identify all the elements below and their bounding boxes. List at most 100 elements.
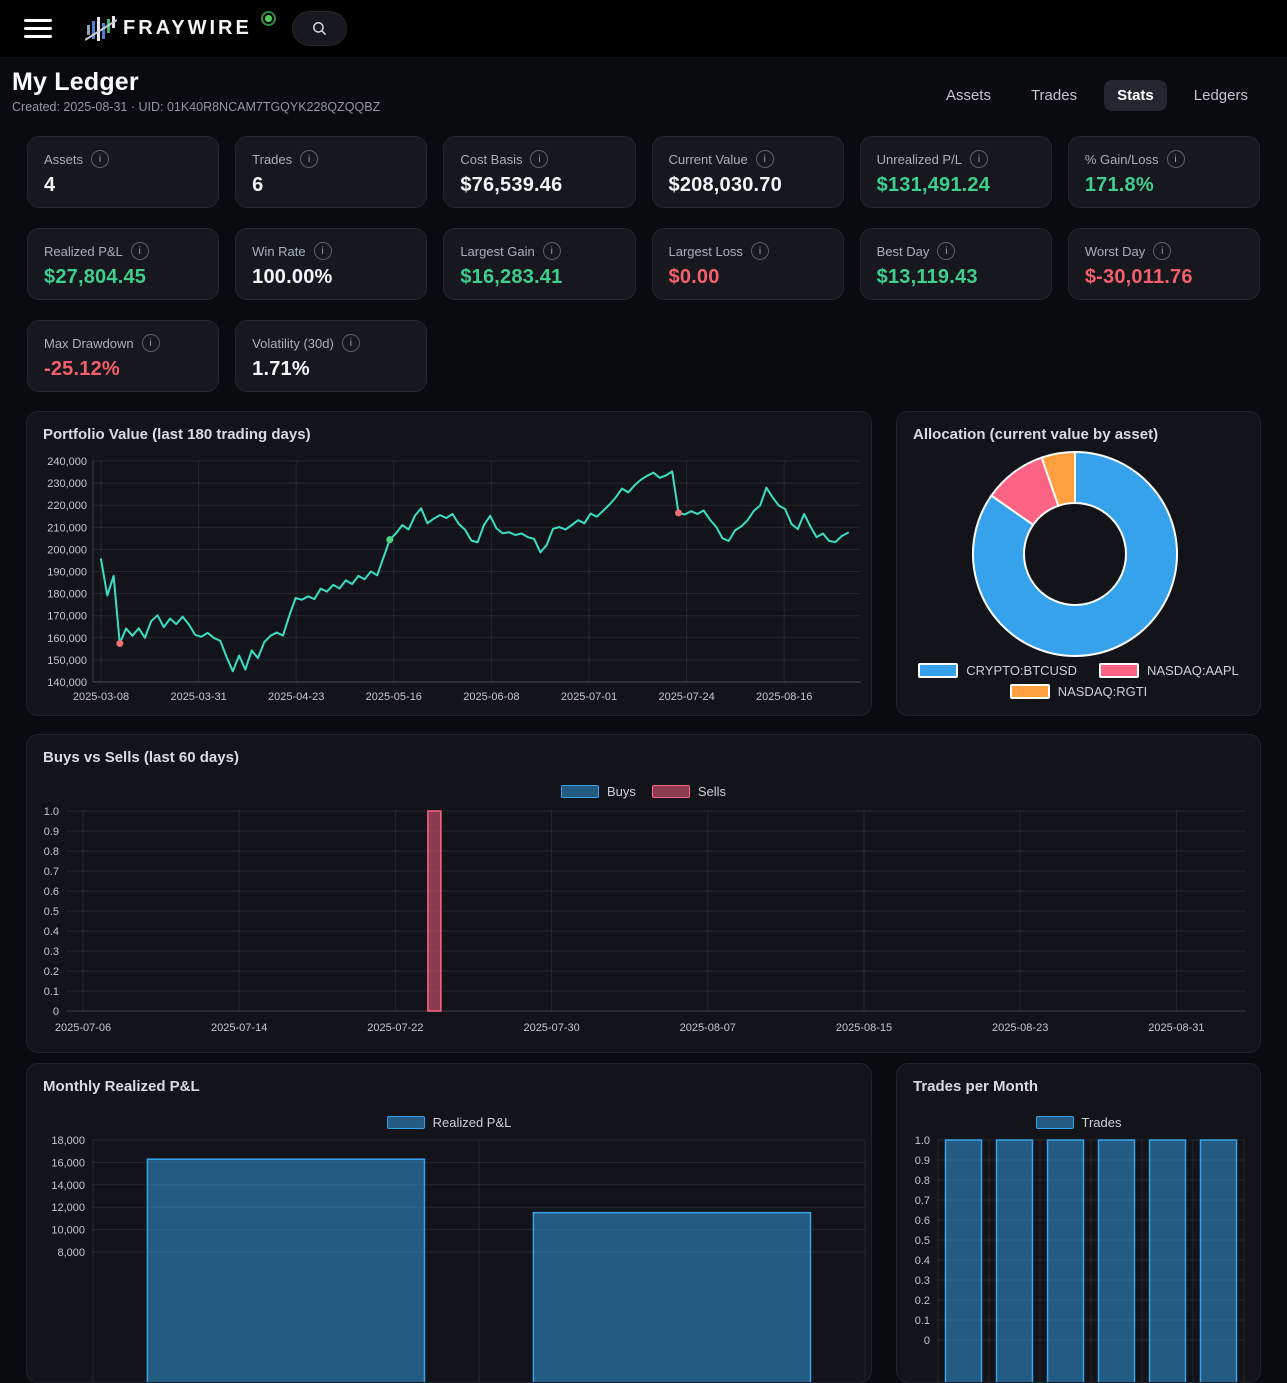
trades-per-month-chart[interactable]: 1.0 0.9 0.8 0.7 0.6 0.5 0.4 0.3 0.2 0.1 0 bbox=[897, 1064, 1261, 1383]
info-icon[interactable]: i bbox=[969, 150, 988, 168]
svg-text:2025-08-31: 2025-08-31 bbox=[1148, 1022, 1204, 1034]
svg-text:8,000: 8,000 bbox=[57, 1247, 85, 1259]
stat-card-max-drawdown: Max Drawdown i -25.12% bbox=[27, 320, 220, 392]
svg-text:0.8: 0.8 bbox=[915, 1175, 930, 1187]
search-icon bbox=[312, 22, 326, 36]
stat-label: Win Rate bbox=[252, 243, 306, 259]
charts-row-top: Portfolio Value (last 180 trading days) … bbox=[0, 411, 1287, 716]
svg-text:2025-07-14: 2025-07-14 bbox=[211, 1022, 267, 1034]
svg-text:0.2: 0.2 bbox=[44, 966, 59, 978]
stat-value: 171.8% bbox=[1084, 174, 1154, 196]
tab-trades[interactable]: Trades bbox=[1018, 80, 1090, 111]
brand-logo[interactable]: FRAYWIRE bbox=[85, 11, 276, 46]
legend-item-sells[interactable]: Sells bbox=[651, 784, 727, 799]
info-icon[interactable]: i bbox=[141, 334, 160, 352]
stat-value: $13,119.43 bbox=[876, 266, 978, 288]
tab-assets[interactable]: Assets bbox=[933, 80, 1004, 111]
legend-label: Trades bbox=[1081, 1115, 1122, 1130]
svg-text:0.4: 0.4 bbox=[915, 1255, 930, 1267]
legend-swatch bbox=[1099, 663, 1139, 678]
svg-text:220,000: 220,000 bbox=[47, 500, 87, 512]
legend-swatch bbox=[1035, 1116, 1074, 1129]
svg-text:0.9: 0.9 bbox=[44, 826, 59, 838]
stat-label: Volatility (30d) bbox=[252, 335, 334, 351]
legend-item-realized-p-l[interactable]: Realized P&L bbox=[386, 1115, 512, 1130]
svg-text:180,000: 180,000 bbox=[47, 589, 87, 601]
stat-card-best-day: Best Day i $13,119.43 bbox=[859, 228, 1052, 300]
legend-item-crypto-btcusd[interactable]: CRYPTO:BTCUSD bbox=[918, 663, 1077, 678]
allocation-legend: CRYPTO:BTCUSD NASDAQ:AAPL NASDAQ:RGTI bbox=[897, 663, 1260, 699]
info-icon[interactable]: i bbox=[300, 150, 319, 168]
svg-text:210,000: 210,000 bbox=[47, 522, 87, 534]
portfolio-value-chart[interactable]: 240,000 230,000 220,000 210,000 200,000 190,0… bbox=[27, 412, 872, 716]
search-button[interactable] bbox=[291, 11, 347, 46]
stat-value: $-30,011.76 bbox=[1084, 266, 1193, 288]
svg-text:160,000: 160,000 bbox=[47, 633, 87, 645]
stat-label: Assets bbox=[44, 151, 84, 167]
legend-label: Realized P&L bbox=[432, 1115, 512, 1130]
info-icon[interactable]: i bbox=[755, 150, 774, 168]
info-icon[interactable]: i bbox=[341, 334, 360, 352]
allocation-card: Allocation (current value by asset) CRYP… bbox=[896, 411, 1261, 716]
stat-label: Realized P&L bbox=[44, 243, 123, 259]
chart-title: Buys vs Sells (last 60 days) bbox=[43, 749, 239, 766]
legend-swatch bbox=[651, 785, 690, 798]
status-indicator-icon bbox=[260, 11, 276, 26]
svg-text:1.0: 1.0 bbox=[44, 806, 59, 818]
trades-per-month-card: Trades per Month Trades 1.0 0.9 0.8 0.7 0.6 0… bbox=[896, 1063, 1261, 1383]
buys-sells-legend: Buys Sells bbox=[27, 784, 1260, 799]
info-icon[interactable]: i bbox=[1153, 242, 1172, 260]
stat-value: 100.00% bbox=[252, 266, 333, 288]
tab-stats[interactable]: Stats bbox=[1104, 80, 1167, 111]
info-icon[interactable]: i bbox=[313, 242, 332, 260]
stat-label: Worst Day bbox=[1084, 243, 1146, 259]
stat-label: Current Value bbox=[668, 151, 748, 167]
page-title: My Ledger bbox=[12, 68, 139, 96]
svg-text:0.7: 0.7 bbox=[44, 866, 59, 878]
svg-text:2025-04-23: 2025-04-23 bbox=[268, 691, 324, 703]
svg-text:0.6: 0.6 bbox=[44, 886, 59, 898]
info-icon[interactable]: i bbox=[542, 242, 561, 260]
svg-text:190,000: 190,000 bbox=[47, 567, 87, 579]
info-icon[interactable]: i bbox=[130, 242, 149, 260]
stat-label: Max Drawdown bbox=[44, 335, 134, 351]
svg-text:2025-05-16: 2025-05-16 bbox=[366, 691, 422, 703]
legend-item-trades[interactable]: Trades bbox=[1035, 1115, 1122, 1130]
legend-item-nasdaq-aapl[interactable]: NASDAQ:AAPL bbox=[1099, 663, 1239, 678]
stat-value: 4 bbox=[44, 174, 56, 196]
allocation-donut-chart[interactable] bbox=[897, 412, 1261, 662]
brand-name: FRAYWIRE bbox=[123, 17, 252, 39]
stat-value: $27,804.45 bbox=[44, 266, 147, 288]
info-icon[interactable]: i bbox=[750, 242, 769, 260]
stat-card-unrealized-p-l: Unrealized P/L i $131,491.24 bbox=[859, 136, 1052, 208]
legend-label: Sells bbox=[697, 784, 727, 799]
stat-label: Trades bbox=[252, 151, 293, 167]
ledger-tabs: Assets Trades Stats Ledgers bbox=[933, 80, 1261, 111]
svg-text:0.8: 0.8 bbox=[44, 846, 59, 858]
tab-ledgers[interactable]: Ledgers bbox=[1181, 80, 1261, 111]
svg-text:0.4: 0.4 bbox=[44, 926, 59, 938]
stat-value: $76,539.46 bbox=[460, 174, 563, 196]
svg-text:0.3: 0.3 bbox=[44, 946, 59, 958]
info-icon[interactable]: i bbox=[937, 242, 956, 260]
info-icon[interactable]: i bbox=[1166, 150, 1185, 168]
stat-label: % Gain/Loss bbox=[1084, 151, 1159, 167]
trades-per-month-legend: Trades bbox=[897, 1115, 1260, 1130]
legend-label: NASDAQ:AAPL bbox=[1147, 663, 1239, 678]
svg-text:2025-06-08: 2025-06-08 bbox=[463, 691, 519, 703]
portfolio-value-card: Portfolio Value (last 180 trading days) … bbox=[26, 411, 872, 716]
stat-value: $131,491.24 bbox=[876, 174, 991, 196]
legend-item-nasdaq-rgti[interactable]: NASDAQ:RGTI bbox=[1009, 684, 1147, 699]
monthly-realized-pnl-chart[interactable]: 18,000 16,000 14,000 12,000 10,000 8,000 bbox=[27, 1064, 872, 1383]
charts-row-bottom: Monthly Realized P&L Realized P&L 18,000… bbox=[0, 1063, 1287, 1383]
stat-card-assets: Assets i 4 bbox=[27, 136, 220, 208]
info-icon[interactable]: i bbox=[530, 150, 549, 168]
svg-text:2025-08-16: 2025-08-16 bbox=[756, 691, 812, 703]
info-icon[interactable]: i bbox=[91, 150, 110, 168]
buys-vs-sells-chart[interactable]: 0 0.1 0.2 0.3 0.4 0.5 0.6 0.7 0.8 0.9 1.0 2025-07-0… bbox=[27, 735, 1261, 1053]
legend-swatch bbox=[386, 1116, 425, 1129]
legend-item-buys[interactable]: Buys bbox=[560, 784, 636, 799]
monthly-realized-pnl-card: Monthly Realized P&L Realized P&L 18,000… bbox=[26, 1063, 872, 1383]
hamburger-menu-icon[interactable] bbox=[24, 19, 52, 38]
